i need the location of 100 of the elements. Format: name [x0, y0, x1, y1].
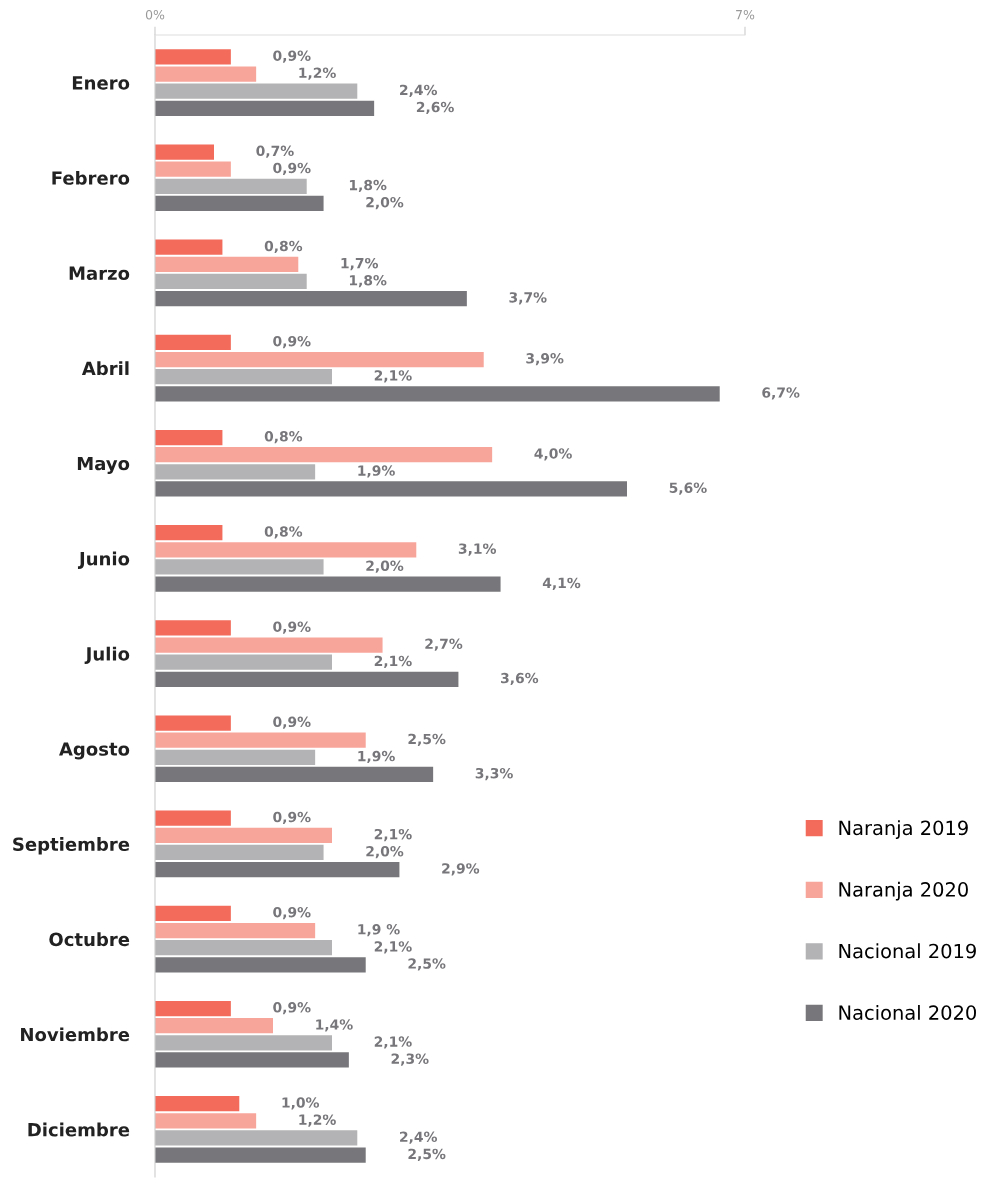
bar	[155, 273, 307, 290]
bar	[155, 369, 332, 385]
bar	[155, 654, 332, 670]
bar	[155, 1113, 257, 1129]
data-label: 2,4%	[400, 84, 438, 97]
bar	[155, 671, 459, 687]
bar	[155, 576, 501, 592]
data-label: 1,4%	[316, 1019, 353, 1032]
bar	[155, 144, 214, 160]
bar	[155, 66, 257, 82]
y-tick-label: Septiembre	[13, 837, 130, 855]
bar	[155, 239, 223, 255]
data-label: 0,9%	[273, 716, 311, 729]
bar	[155, 827, 332, 843]
data-label: 2,1%	[374, 941, 412, 954]
bar	[155, 1147, 366, 1163]
bar	[155, 766, 434, 783]
bar	[155, 178, 307, 194]
data-label: 2,5%	[408, 733, 446, 746]
data-label: 2,0%	[366, 196, 404, 210]
bar	[155, 386, 720, 402]
data-label: 4,1%	[542, 577, 581, 590]
y-tick-label: Octubre	[49, 932, 130, 947]
data-label: 0,7%	[256, 145, 294, 158]
data-label: 1,8%	[349, 179, 387, 193]
data-label: 2,0%	[366, 846, 404, 859]
y-tick-label: Febrero	[52, 170, 130, 185]
y-tick-label: Marzo	[69, 266, 130, 281]
data-label: 1,8%	[349, 275, 387, 288]
bar	[155, 810, 231, 826]
bar	[155, 481, 627, 497]
bar	[155, 862, 400, 878]
bar	[155, 559, 324, 575]
data-label: 0,9%	[273, 335, 311, 349]
y-tick-label: Diciembre	[28, 1122, 130, 1137]
legend-label: Naranja 2019	[839, 820, 968, 839]
data-label: 1,2%	[299, 67, 336, 80]
data-label: 0,8%	[264, 431, 303, 444]
data-label: 1,9 %	[358, 924, 400, 937]
data-label: 3,1%	[458, 543, 497, 556]
y-tick-label: Junio	[77, 551, 130, 569]
bar	[155, 1018, 273, 1034]
bar	[155, 620, 231, 636]
bar	[155, 447, 493, 463]
bar	[155, 922, 316, 939]
data-label: 3,3%	[475, 767, 513, 781]
bar	[155, 525, 223, 541]
bar	[155, 1035, 332, 1051]
data-label: 6,7%	[762, 387, 800, 400]
data-label: 2,1%	[374, 370, 412, 383]
bar	[155, 334, 231, 350]
data-label: 1,7%	[341, 257, 379, 271]
data-label: 2,1%	[374, 655, 412, 668]
bar	[155, 1052, 349, 1068]
data-label: 0,9%	[273, 621, 311, 634]
bar	[155, 957, 366, 973]
legend-label: Nacional 2020	[839, 1004, 976, 1020]
data-label: 1,0%	[282, 1097, 320, 1110]
bar	[155, 732, 366, 748]
bar	[155, 1096, 240, 1112]
data-label: 2,9%	[442, 863, 480, 876]
data-label: 1,9%	[358, 750, 395, 764]
data-label: 5,6%	[669, 482, 707, 495]
bar	[155, 844, 324, 861]
legend-label: Nacional 2019	[839, 943, 976, 959]
data-label: 2,1%	[374, 1036, 412, 1049]
bar	[155, 256, 299, 272]
bar	[155, 905, 231, 921]
y-tick-label: Abril	[81, 361, 129, 376]
bar	[155, 351, 484, 368]
y-tick-label: Enero	[72, 76, 130, 90]
x-tick-label: 0%	[145, 9, 165, 20]
data-label: 0,9%	[273, 906, 311, 920]
bar	[155, 749, 316, 765]
data-label: 2,5%	[408, 1148, 446, 1161]
y-tick-label: Agosto	[59, 742, 130, 760]
data-label: 3,7%	[509, 292, 547, 305]
bar	[155, 161, 231, 177]
bar	[155, 1130, 358, 1146]
bar	[155, 715, 231, 731]
data-label: 0,8%	[264, 240, 303, 254]
bar	[155, 464, 316, 480]
data-label: 0,9%	[273, 1002, 311, 1015]
bar	[155, 49, 231, 65]
y-tick-label: Mayo	[77, 456, 130, 474]
data-label: 2,6%	[416, 101, 454, 115]
data-label: 3,9%	[526, 353, 564, 366]
data-label: 0,9%	[273, 162, 311, 175]
x-tick-label: 7%	[736, 9, 755, 20]
bar	[155, 1000, 231, 1017]
legend-label: Naranja 2020	[839, 881, 968, 901]
bar	[155, 83, 358, 99]
bar	[155, 195, 324, 212]
data-label: 2,5%	[408, 958, 446, 971]
bar	[155, 637, 383, 653]
bar	[155, 291, 467, 307]
data-label: 0,9%	[273, 50, 311, 63]
y-tick-label: Julio	[84, 646, 130, 665]
data-label: 1,2%	[299, 1114, 336, 1127]
data-label: 2,3%	[391, 1053, 429, 1066]
